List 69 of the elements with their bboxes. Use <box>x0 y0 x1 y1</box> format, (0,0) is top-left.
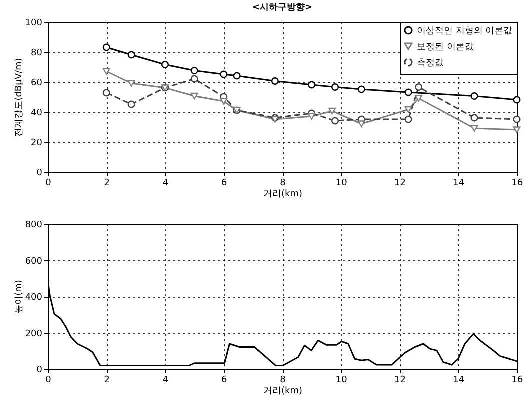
point <box>190 92 198 100</box>
y-tick-label: 0 <box>36 366 43 376</box>
point <box>470 92 478 100</box>
x-tick-label: 2 <box>104 178 110 188</box>
x-tick-label: 12 <box>394 376 406 386</box>
point <box>404 88 412 96</box>
point <box>332 117 340 125</box>
point <box>308 81 316 89</box>
point <box>415 83 423 92</box>
point <box>102 89 110 97</box>
y-tick-label: 400 <box>25 293 43 303</box>
legend-label: 측정값 <box>417 58 444 68</box>
point <box>102 44 110 52</box>
y-axis-title: 높이(m) <box>14 280 24 314</box>
y-tick-label: 800 <box>25 220 43 230</box>
y-tick-label: 80 <box>31 48 43 58</box>
x-tick-label: 10 <box>336 178 348 188</box>
x-tick-label: 6 <box>222 178 228 188</box>
x-tick-label: 0 <box>46 376 52 386</box>
point <box>404 106 412 114</box>
x-tick-label: 16 <box>512 376 524 386</box>
y-tick-label: 100 <box>25 18 43 28</box>
y-tick-label: 600 <box>25 256 43 267</box>
x-tick-label: 4 <box>162 178 169 188</box>
point <box>308 113 316 120</box>
x-tick-label: 14 <box>453 376 465 386</box>
x-tick-label: 0 <box>46 178 52 188</box>
point <box>358 120 366 128</box>
point <box>220 70 228 78</box>
x-tick-label: 6 <box>222 376 228 386</box>
x-tick-label: 16 <box>512 178 524 188</box>
x-tick-label: 14 <box>453 178 465 188</box>
legend-label: 보정된 이론값 <box>417 42 474 52</box>
point <box>220 98 228 105</box>
point <box>128 51 136 59</box>
x-axis-title: 거리(km) <box>263 386 303 396</box>
y-tick-label: 0 <box>36 168 43 178</box>
point <box>233 72 241 80</box>
legend-label: 이상적인 지형의 이론값 <box>417 26 513 36</box>
y-tick-label: 200 <box>25 329 43 340</box>
point <box>470 114 478 122</box>
point <box>513 96 521 104</box>
x-tick-label: 12 <box>394 178 406 188</box>
x-tick-label: 4 <box>162 376 169 386</box>
point <box>328 108 336 115</box>
point <box>332 83 340 92</box>
point <box>128 100 136 108</box>
y-axis-title: 전계강도(dBμV/m) <box>14 58 24 137</box>
y-tick-label: 60 <box>31 78 43 88</box>
point <box>190 66 198 75</box>
point <box>190 75 198 83</box>
x-tick-label: 10 <box>336 376 348 386</box>
point <box>415 95 423 102</box>
chart-title: <시하구방향> <box>252 3 313 13</box>
point <box>161 60 170 69</box>
point <box>404 116 412 124</box>
point <box>128 80 136 87</box>
x-tick-label: 8 <box>280 178 286 188</box>
point <box>271 77 279 86</box>
point <box>102 68 110 75</box>
y-tick-label: 20 <box>31 138 43 148</box>
x-tick-label: 8 <box>280 376 286 386</box>
point <box>513 126 521 134</box>
point <box>470 125 478 132</box>
point <box>358 86 366 94</box>
y-tick-label: 40 <box>31 108 43 118</box>
point <box>513 116 521 124</box>
x-tick-label: 2 <box>104 376 110 386</box>
x-axis-title: 거리(km) <box>263 190 303 200</box>
